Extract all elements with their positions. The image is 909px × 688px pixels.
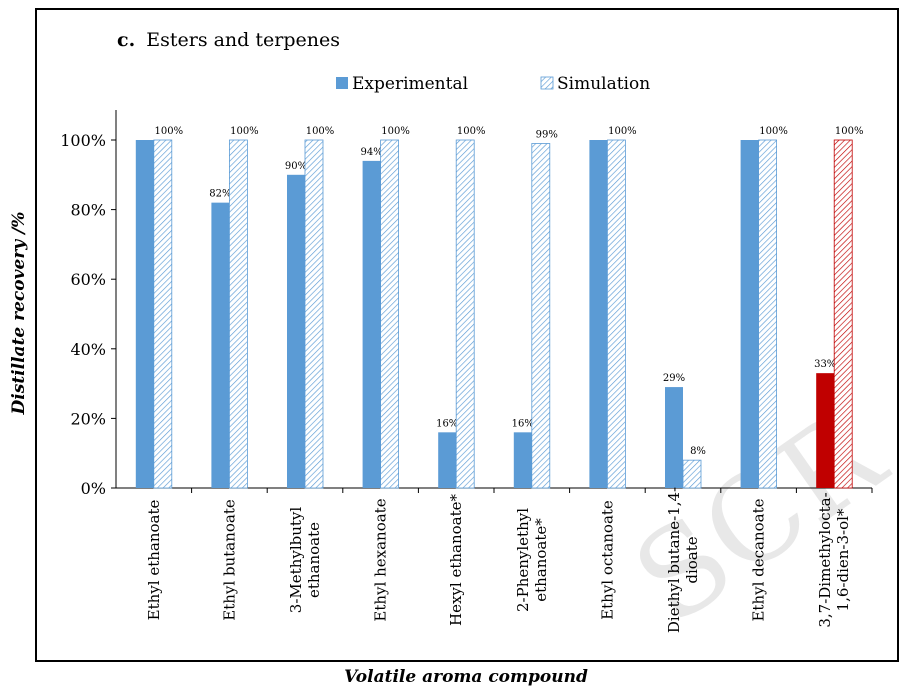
- x-tick-label: Ethyl octanoate: [598, 500, 616, 620]
- bar-simulation: [531, 143, 551, 489]
- bar-simulation: [833, 139, 853, 489]
- svg-text:c. Esters and terpenes: c. Esters and terpenes: [117, 29, 340, 51]
- data-label-simulation: 100%: [608, 126, 637, 137]
- plot-area: 0% 20% 40% 60% 80% 100% 100% Ethyl ethanoate 82%…: [60, 110, 873, 633]
- bar-experimental: [211, 202, 230, 488]
- legend-label-experimental: Experimental: [352, 74, 468, 94]
- x-tick-label: 2-Phenylethylethanoate*: [514, 508, 550, 612]
- bar-simulation: [380, 139, 400, 489]
- legend: Experimental Simulation: [336, 74, 650, 94]
- legend-label-simulation: Simulation: [557, 74, 650, 94]
- y-tick-label: 80%: [70, 201, 106, 220]
- y-tick-label: 20%: [70, 409, 106, 428]
- title-text: Esters and terpenes: [146, 29, 340, 51]
- data-label-experimental: 16%: [436, 418, 458, 429]
- data-label-simulation: 100%: [835, 126, 864, 137]
- bar-experimental: [816, 373, 835, 488]
- data-label-experimental: 90%: [285, 161, 307, 172]
- bar-simulation: [153, 139, 173, 489]
- x-axis-label: Volatile aroma compound: [344, 667, 588, 687]
- panel-label: c.: [117, 29, 135, 51]
- bar-simulation: [304, 139, 324, 489]
- bar-experimental: [287, 174, 305, 489]
- x-tick-label: Ethyl decanoate: [750, 498, 768, 621]
- y-tick-label: 100%: [60, 131, 106, 150]
- bar-simulation: [455, 139, 475, 489]
- bar-simulation: [607, 139, 626, 489]
- x-tick-label: Diethyl butane-1,4-dioate: [665, 487, 701, 633]
- bar-experimental: [740, 140, 759, 488]
- data-label-experimental: 94%: [360, 147, 382, 158]
- data-label-experimental: 33%: [814, 359, 836, 370]
- y-axis-label: Distillate recovery /%: [9, 212, 29, 416]
- x-tick-label: Ethyl butanoate: [220, 499, 238, 621]
- data-label-simulation: 100%: [759, 126, 788, 137]
- x-tick-label: Hexyl ethanoate*: [447, 494, 465, 627]
- x-tick-label: Ethyl hexanoate: [372, 498, 390, 621]
- data-label-simulation: 100%: [306, 126, 335, 137]
- bar-simulation: [758, 139, 777, 489]
- x-tick-label: 3,7-Dimethylocta-1,6-dien-3-ol*: [816, 492, 852, 627]
- y-tick-label: 40%: [70, 340, 106, 359]
- data-label-simulation: 100%: [381, 126, 410, 137]
- data-label-experimental: 29%: [663, 373, 685, 384]
- bar-experimental: [135, 140, 154, 488]
- bar-experimental: [513, 432, 532, 488]
- bar-experimental: [665, 387, 683, 488]
- bar-experimental: [589, 140, 608, 488]
- x-tick-label: Ethyl ethanoate: [145, 500, 163, 621]
- bar-simulation: [682, 459, 702, 489]
- x-tick-label: 3-Methylbutylethanoate: [287, 507, 323, 614]
- data-label-simulation: 100%: [155, 126, 184, 137]
- bar-simulation: [228, 139, 248, 489]
- data-label-simulation: 100%: [230, 126, 259, 137]
- y-tick-label: 0%: [81, 479, 106, 498]
- data-label-simulation: 100%: [457, 126, 486, 137]
- bar-experimental: [438, 432, 457, 488]
- data-label-simulation: 8%: [690, 446, 706, 457]
- data-label-experimental: 82%: [209, 189, 231, 200]
- chart-title: c. Esters and terpenes: [117, 29, 340, 51]
- chart-frame: [35, 8, 899, 662]
- data-label-experimental: 16%: [512, 418, 534, 429]
- y-tick-label: 60%: [70, 270, 106, 289]
- legend-swatch-experimental: [336, 77, 348, 89]
- bar-experimental: [362, 160, 381, 488]
- data-label-simulation: 99%: [536, 129, 558, 140]
- legend-swatch-simulation: [540, 76, 554, 90]
